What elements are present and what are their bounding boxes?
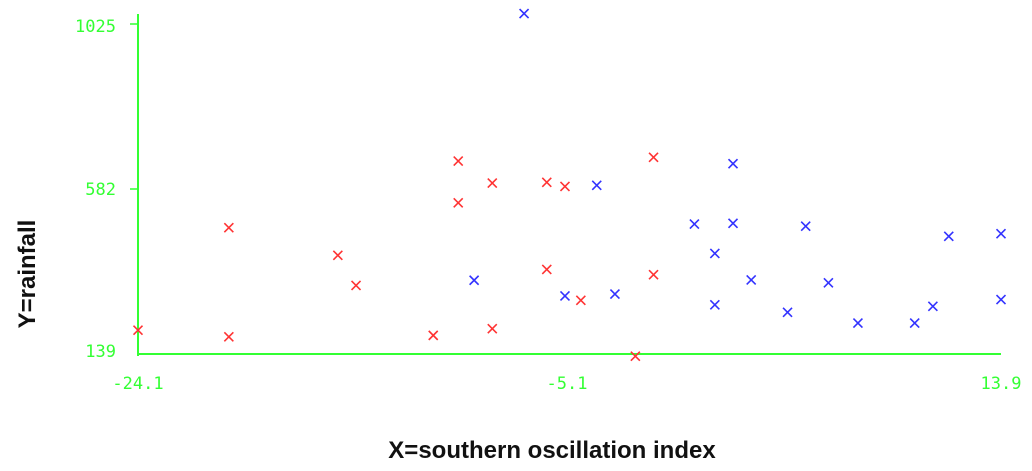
scatter-point-s1-2 <box>559 290 571 301</box>
scatter-point-s0-2 <box>223 222 234 233</box>
y-tick-label-max: 1025 <box>75 17 116 37</box>
scatter-point-s0-14 <box>630 351 641 362</box>
y-axis-title: Y=rainfall <box>14 220 41 329</box>
scatter-point-s1-14 <box>852 318 863 329</box>
scatter-point-s1-19 <box>995 294 1007 305</box>
y-tick-label-min: 139 <box>85 342 116 362</box>
x-tick-label-mid: -5.1 <box>547 374 588 394</box>
scatter-point-s1-13 <box>823 277 834 288</box>
scatter-point-s0-15 <box>648 152 659 163</box>
scatter-point-s0-16 <box>648 269 659 280</box>
y-tick-label-mid: 582 <box>85 180 116 200</box>
scatter-point-s1-11 <box>782 307 793 318</box>
x-tick-label-min: -24.1 <box>112 374 163 394</box>
scatter-point-s1-1 <box>469 275 480 286</box>
scatter-point-s0-4 <box>350 280 362 291</box>
scatter-point-s1-10 <box>746 274 757 285</box>
x-tick-label-max: 13.9 <box>981 374 1022 394</box>
scatter-point-s0-5 <box>428 330 439 341</box>
scatter-point-s1-5 <box>689 218 700 230</box>
scatter-point-s1-7 <box>709 299 720 310</box>
scatter-point-s0-8 <box>487 177 498 189</box>
scatter-point-s0-1 <box>223 331 234 342</box>
scatter-point-s1-4 <box>609 288 620 300</box>
x-axis-title: X=southern oscillation index <box>388 437 716 464</box>
scatter-point-s0-6 <box>453 155 464 167</box>
scatter-point-s1-17 <box>943 231 954 242</box>
scatter-point-s0-9 <box>487 323 498 334</box>
scatter-point-s0-7 <box>453 197 464 208</box>
scatter-point-s0-0 <box>132 325 144 336</box>
scatter-point-s1-3 <box>591 180 602 191</box>
scatter-point-s0-13 <box>575 295 586 306</box>
scatter-point-s1-16 <box>927 301 938 312</box>
scatter-point-s1-9 <box>727 158 739 169</box>
scatter-point-s1-18 <box>995 228 1007 239</box>
scatter-point-s1-15 <box>909 318 920 329</box>
scatter-points <box>132 8 1007 362</box>
scatter-point-s0-10 <box>541 177 552 188</box>
scatter-point-s1-12 <box>800 221 811 232</box>
scatter-point-s1-0 <box>519 8 530 19</box>
scatter-point-s1-8 <box>727 218 739 229</box>
scatter-point-s0-3 <box>332 250 343 261</box>
scatter-point-s0-12 <box>559 181 571 192</box>
scatter-point-s1-6 <box>709 248 720 259</box>
scatter-point-s0-11 <box>541 264 552 275</box>
